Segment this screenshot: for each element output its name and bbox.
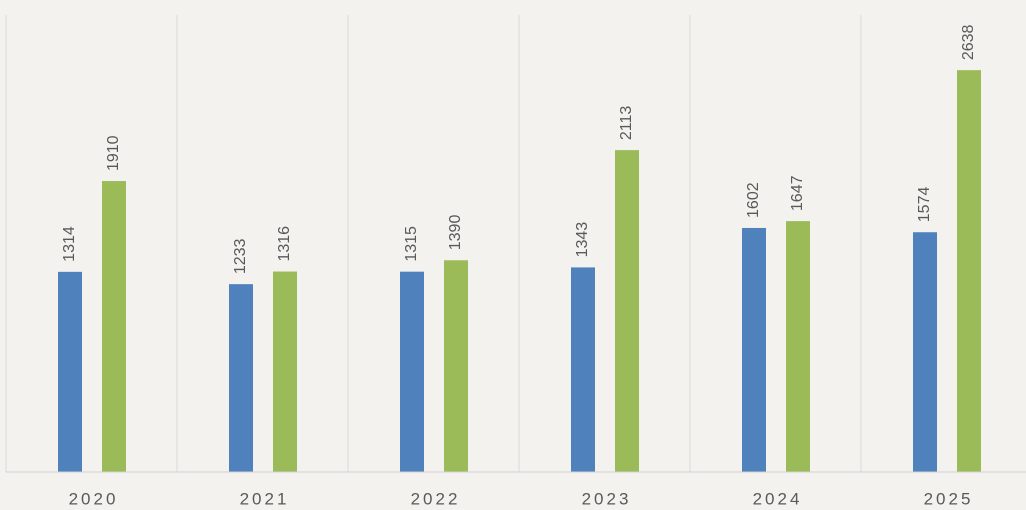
data-label: 1316	[276, 226, 293, 262]
data-label: 1390	[447, 215, 464, 251]
x-tick-label: 2020	[69, 489, 119, 508]
x-tick-label: 2021	[240, 489, 290, 508]
bar	[102, 181, 126, 472]
data-label: 2638	[960, 24, 977, 60]
x-tick-label: 2025	[924, 489, 974, 508]
data-label: 1314	[61, 226, 78, 262]
data-label: 1602	[745, 182, 762, 218]
bar	[58, 271, 82, 472]
bar	[400, 271, 424, 472]
data-label: 1233	[232, 238, 249, 274]
data-label: 1343	[574, 222, 591, 258]
bar	[444, 260, 468, 472]
bar	[742, 227, 766, 472]
bar	[786, 221, 810, 472]
bar	[913, 232, 937, 472]
bar	[273, 271, 297, 472]
data-label: 1315	[403, 226, 420, 262]
data-label: 1647	[789, 175, 806, 211]
bar	[229, 284, 253, 472]
bar	[615, 150, 639, 472]
data-label: 1574	[916, 187, 933, 223]
x-tick-label: 2024	[753, 489, 803, 508]
bar	[957, 70, 981, 473]
x-tick-label: 2023	[582, 489, 632, 508]
data-label: 2113	[618, 106, 635, 141]
bar	[571, 267, 595, 472]
data-label: 1910	[105, 135, 122, 171]
x-tick-label: 2022	[411, 489, 461, 508]
